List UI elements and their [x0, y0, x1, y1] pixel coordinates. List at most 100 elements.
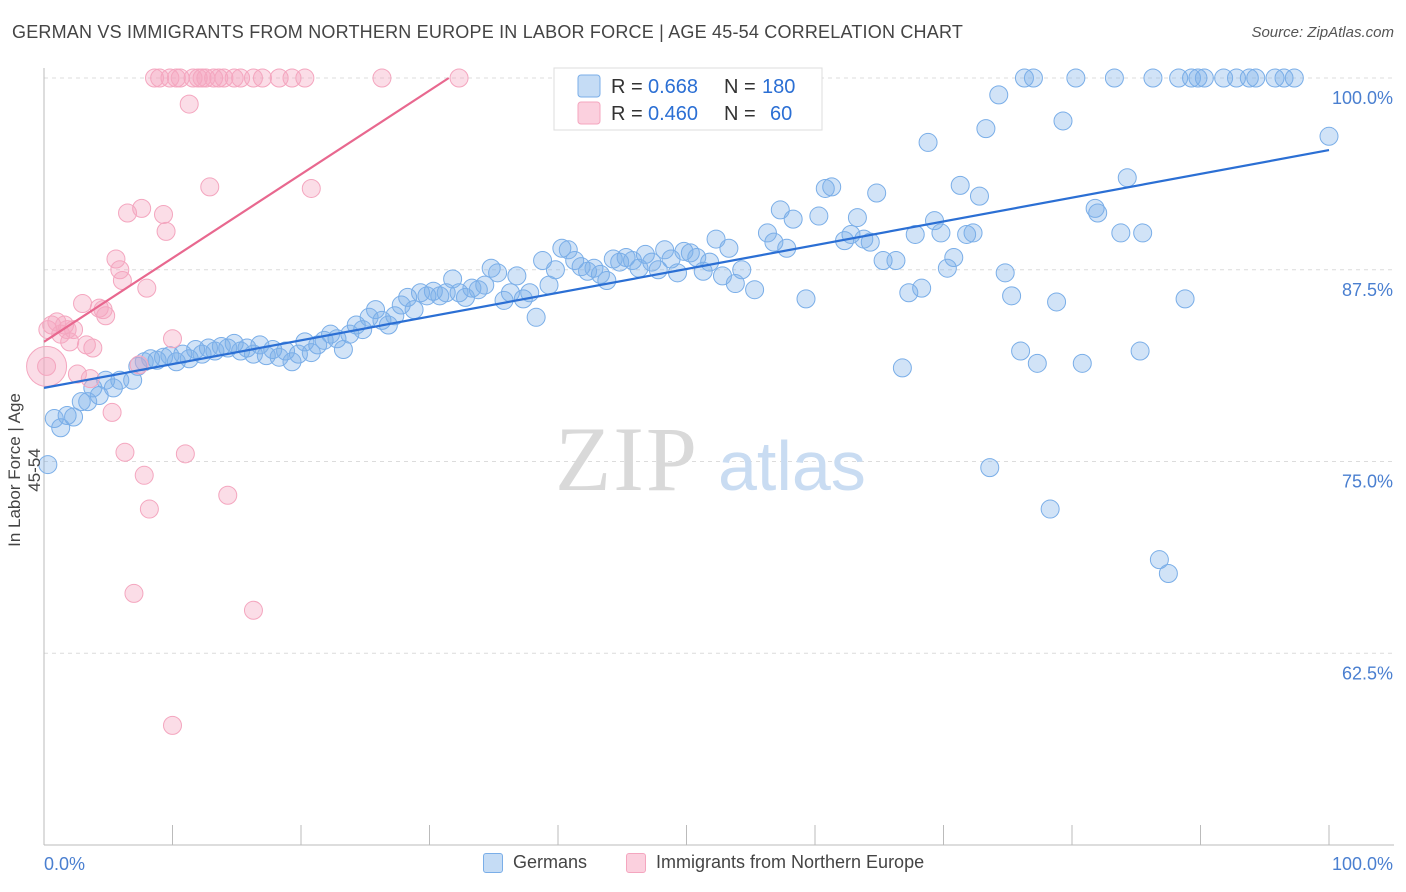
point-germans — [1239, 68, 1259, 88]
point-immigrants — [224, 68, 244, 88]
point-germans — [700, 252, 720, 272]
point-germans — [1319, 126, 1339, 146]
point-immigrants — [73, 293, 93, 313]
legend-n-label-germans: N = — [724, 76, 756, 98]
point-germans — [51, 418, 71, 438]
bottom-legend-germans: Germans — [483, 852, 587, 873]
point-immigrants — [295, 68, 315, 88]
source-label: Source: ZipAtlas.com — [1251, 24, 1394, 41]
point-immigrants — [115, 442, 135, 462]
point-immigrants — [96, 306, 116, 326]
point-immigrants — [252, 68, 272, 88]
point-immigrants — [134, 465, 154, 485]
legend-r-value-immigrants: 0.460 — [648, 103, 698, 125]
point-germans — [745, 280, 765, 300]
legend-n-value-germans: 180 — [762, 76, 795, 98]
watermark-atlas: atlas — [718, 427, 866, 505]
legend-n-value-immigrants: 60 — [770, 103, 792, 125]
watermark: ZIP atlas — [555, 408, 866, 510]
point-germans — [545, 260, 565, 280]
point-germans — [950, 175, 970, 195]
point-germans — [1117, 168, 1137, 188]
point-immigrants-large — [26, 345, 68, 387]
point-germans — [847, 208, 867, 228]
bottom-legend-swatch-germans — [483, 852, 503, 873]
point-germans — [1011, 341, 1031, 361]
point-germans — [796, 289, 816, 309]
point-germans — [905, 224, 925, 244]
point-germans — [391, 295, 411, 315]
point-immigrants — [83, 338, 103, 358]
point-germans — [359, 307, 379, 327]
point-immigrants — [137, 278, 157, 298]
point-germans — [764, 232, 784, 252]
legend-r-value-germans: 0.668 — [648, 76, 698, 98]
point-immigrants — [47, 312, 67, 332]
point-immigrants — [124, 583, 144, 603]
point-germans — [809, 206, 829, 226]
point-germans — [1274, 68, 1294, 88]
point-immigrants — [150, 68, 170, 88]
point-immigrants — [209, 68, 229, 88]
point-germans — [642, 252, 662, 272]
point-germans — [655, 240, 675, 260]
point-immigrants — [160, 68, 180, 88]
point-germans — [1194, 68, 1214, 88]
point-germans — [462, 278, 482, 298]
trend-layer — [43, 77, 1330, 389]
point-immigrants — [204, 68, 224, 88]
points-layer — [26, 68, 1339, 735]
point-germans — [944, 247, 964, 267]
point-immigrants — [37, 356, 57, 376]
chart-title: GERMAN VS IMMIGRANTS FROM NORTHERN EUROP… — [12, 22, 964, 42]
legend-n-label-immigrants: N = — [724, 103, 756, 125]
y-axis-label: In Labor Force | Age 45-54 — [5, 393, 44, 547]
point-immigrants — [102, 402, 122, 422]
point-germans — [1023, 68, 1043, 88]
point-germans — [1111, 223, 1131, 243]
point-germans — [899, 283, 919, 303]
point-germans — [706, 229, 726, 249]
point-germans — [757, 223, 777, 243]
point-germans — [1284, 68, 1304, 88]
bottom-legend: Germans Immigrants from Northern Europe — [0, 852, 1406, 876]
point-immigrants — [154, 205, 174, 225]
point-germans — [822, 177, 842, 197]
point-germans — [1188, 68, 1208, 88]
point-immigrants — [163, 715, 182, 735]
point-germans — [1040, 499, 1060, 519]
point-germans — [1047, 292, 1067, 312]
x-tick-label: 0.0% — [44, 854, 85, 874]
point-germans — [725, 274, 745, 294]
y-tick-label: 87.5% — [1342, 280, 1393, 300]
point-germans — [963, 223, 983, 243]
trendline-immigrants — [43, 77, 450, 343]
point-immigrants — [179, 94, 199, 114]
point-germans — [918, 132, 938, 152]
point-immigrants — [132, 198, 152, 218]
point-germans — [526, 307, 546, 327]
legend-r-label-germans: R = — [611, 76, 643, 98]
point-immigrants — [156, 221, 176, 241]
legend-box: R = 0.668 N = 180 R = 0.460 N = 60 — [553, 67, 823, 131]
trendline-germans — [43, 149, 1330, 389]
grid-layer — [44, 77, 1394, 654]
x-tick-label: 100.0% — [1332, 854, 1393, 874]
point-germans — [1088, 203, 1108, 223]
point-germans — [1133, 223, 1153, 243]
point-immigrants — [218, 485, 238, 505]
point-immigrants — [60, 332, 80, 352]
point-germans — [867, 183, 887, 203]
point-germans — [64, 407, 84, 427]
point-germans — [1175, 289, 1195, 309]
point-germans — [635, 244, 655, 264]
point-germans — [770, 200, 790, 220]
watermark-zip: ZIP — [555, 408, 699, 510]
point-germans — [623, 251, 643, 271]
y-tick-label: 75.0% — [1342, 472, 1393, 492]
point-germans — [1053, 111, 1073, 131]
point-immigrants — [449, 68, 469, 88]
point-germans — [71, 392, 91, 412]
bottom-legend-label-immigrants: Immigrants from Northern Europe — [656, 852, 925, 872]
point-germans — [931, 223, 951, 243]
